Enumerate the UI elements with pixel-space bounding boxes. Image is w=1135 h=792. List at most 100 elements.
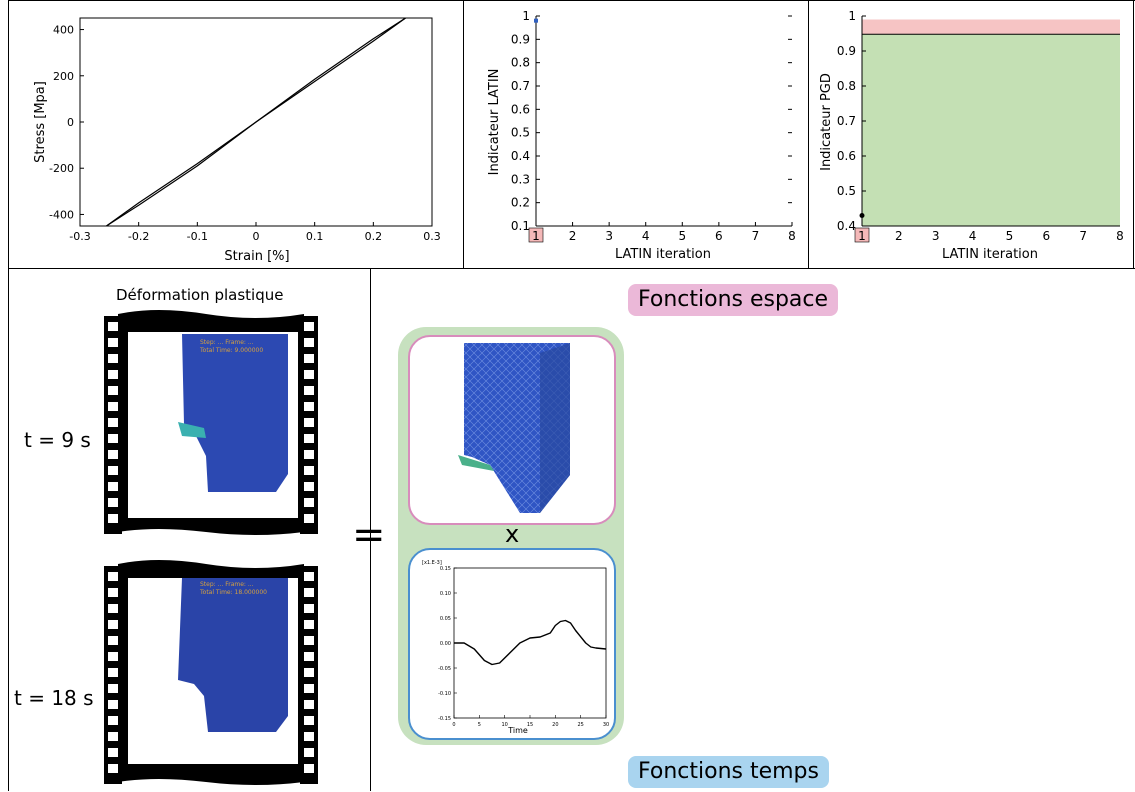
equals-sign: =	[352, 512, 386, 558]
stress-strain-chart: -0.3 -0.2 -0.1 0 0.1 0.2 0.3 400 200 0 -200 -400 St…	[33, 17, 441, 264]
stress-xlabel: Strain [%]	[224, 249, 289, 264]
pgd-band	[862, 19, 1120, 35]
latin-ytick-label: 0.5	[511, 126, 530, 140]
sprocket-hole	[304, 684, 314, 693]
divider-1	[463, 0, 464, 268]
time-xlabel: Time	[507, 726, 528, 735]
sprocket-hole	[108, 370, 118, 379]
frame1-caption-a: Step: ... Frame: ...	[200, 339, 254, 346]
pgd-xtick-label: 4	[969, 229, 977, 243]
stress-xtick-label: 0	[253, 230, 260, 243]
latin-ytick-label: 0.2	[511, 196, 530, 210]
time-xtick-label: 25	[577, 722, 583, 728]
time-ytick-label: 0.10	[440, 591, 451, 597]
sprocket-hole	[108, 482, 118, 491]
latin-xtick-label: 4	[642, 229, 650, 243]
latin-ytick-label: 0.4	[511, 149, 530, 163]
latin-ytick-label: 0.1	[511, 219, 530, 233]
frame2-caption-a: Step: ... Frame: ...	[200, 581, 254, 588]
time-xtick-label: 10	[501, 722, 507, 728]
pgd-point	[859, 213, 865, 218]
latin-highlight-box	[528, 227, 544, 243]
latin-ytick-label: 0.8	[511, 56, 530, 70]
pgd-xtick-label: 7	[1079, 229, 1087, 243]
middle-divider	[8, 268, 1135, 269]
sprocket-hole	[304, 498, 314, 507]
sprocket-hole	[304, 620, 314, 629]
sprocket-hole	[108, 338, 118, 347]
sprocket-hole	[108, 466, 118, 475]
sprocket-hole	[108, 604, 118, 613]
pgd-xtick-label: 6	[1042, 229, 1050, 243]
sprocket-hole	[304, 588, 314, 597]
latin-xtick-label: 3	[605, 229, 613, 243]
stress-ytick-label: 200	[53, 70, 74, 83]
stress-xtick-label: 0.2	[365, 230, 383, 243]
divider-2	[808, 0, 809, 268]
sprocket-hole	[108, 402, 118, 411]
right-border	[1133, 0, 1134, 268]
space-functions-tag: Fonctions espace	[628, 284, 839, 316]
latin-chart: 1 2 3 4 5 6 7 8 1 0.9 0.8 0.7 0.6 0.5 0.4 0.3 0.2 0.1 LAT…	[487, 9, 796, 262]
pgd-xtick-label: 8	[1116, 229, 1124, 243]
sprocket-hole	[304, 700, 314, 709]
time-ytick-label: 0.05	[440, 616, 451, 622]
film-strip-2: Step: ... Frame: ... Total Time: 18.0000…	[104, 560, 318, 785]
pgd-xtick-label: 5	[1006, 229, 1014, 243]
time-ytick-label: 0.00	[440, 641, 451, 647]
pgd-xtick-label: 2	[895, 229, 903, 243]
sprocket-hole	[108, 322, 118, 331]
time-label-18: t = 18 s	[14, 686, 94, 710]
stress-ytick-label: 400	[53, 24, 74, 37]
sprocket-hole	[108, 418, 118, 427]
plastic-title: Déformation plastique	[116, 286, 284, 304]
stress-ytick-label: -400	[49, 208, 74, 221]
latin-ytick-label: 0.3	[511, 172, 530, 186]
time-ytick-label: -0.15	[438, 716, 451, 722]
pgd-ytick-label: 0.8	[837, 79, 856, 93]
divider-bottom	[370, 268, 371, 791]
sprocket-hole	[108, 386, 118, 395]
sprocket-hole	[304, 402, 314, 411]
pgd-band	[862, 34, 1120, 227]
sprocket-hole	[108, 748, 118, 757]
sprocket-hole	[108, 498, 118, 507]
sprocket-hole	[304, 338, 314, 347]
space-function-card	[408, 335, 616, 525]
frame1-caption-b: Total Time: 9.000000	[199, 347, 263, 354]
latin-ylabel: Indicateur LATIN	[487, 69, 502, 176]
mesh-part-1	[182, 334, 288, 492]
latin-ytick-label: 1	[522, 9, 530, 23]
stress-xtick-label: -0.3	[69, 230, 90, 243]
stress-xtick-label: -0.2	[128, 230, 149, 243]
time-xtick-label: 15	[527, 722, 533, 728]
time-xtick-label: 30	[603, 722, 609, 728]
latin-ytick-label: 0.7	[511, 79, 530, 93]
times-sign: x	[505, 520, 520, 548]
time-functions-tag: Fonctions temps	[628, 756, 829, 788]
mesh-part-2	[178, 578, 288, 732]
stress-ytick-label: -200	[49, 162, 74, 175]
stress-xtick-label: 0.3	[423, 230, 441, 243]
sprocket-hole	[304, 668, 314, 677]
sprocket-hole	[304, 434, 314, 443]
time-ytick-label: -0.05	[438, 666, 451, 672]
time-label-9: t = 9 s	[24, 428, 91, 452]
pgd-ytick-label: 0.7	[837, 114, 856, 128]
sprocket-hole	[108, 668, 118, 677]
sprocket-hole	[108, 514, 118, 523]
latin-ytick-label: 0.6	[511, 102, 530, 116]
sprocket-hole	[304, 450, 314, 459]
pgd-ytick-label: 0.9	[837, 44, 856, 58]
stress-xtick-label: -0.1	[187, 230, 208, 243]
time-ytick-label: -0.10	[438, 691, 451, 697]
sprocket-hole	[304, 748, 314, 757]
pgd-xtick-label: 1	[858, 229, 866, 243]
pgd-ytick-label: 0.6	[837, 149, 856, 163]
latin-xtick-label: 2	[569, 229, 577, 243]
film-strip-1: Step: ... Frame: ... Total Time: 9.00000…	[104, 310, 318, 535]
sprocket-hole	[108, 588, 118, 597]
sprocket-hole	[108, 572, 118, 581]
stress-xtick-label: 0.1	[306, 230, 324, 243]
stress-ytick-label: 0	[67, 116, 74, 129]
